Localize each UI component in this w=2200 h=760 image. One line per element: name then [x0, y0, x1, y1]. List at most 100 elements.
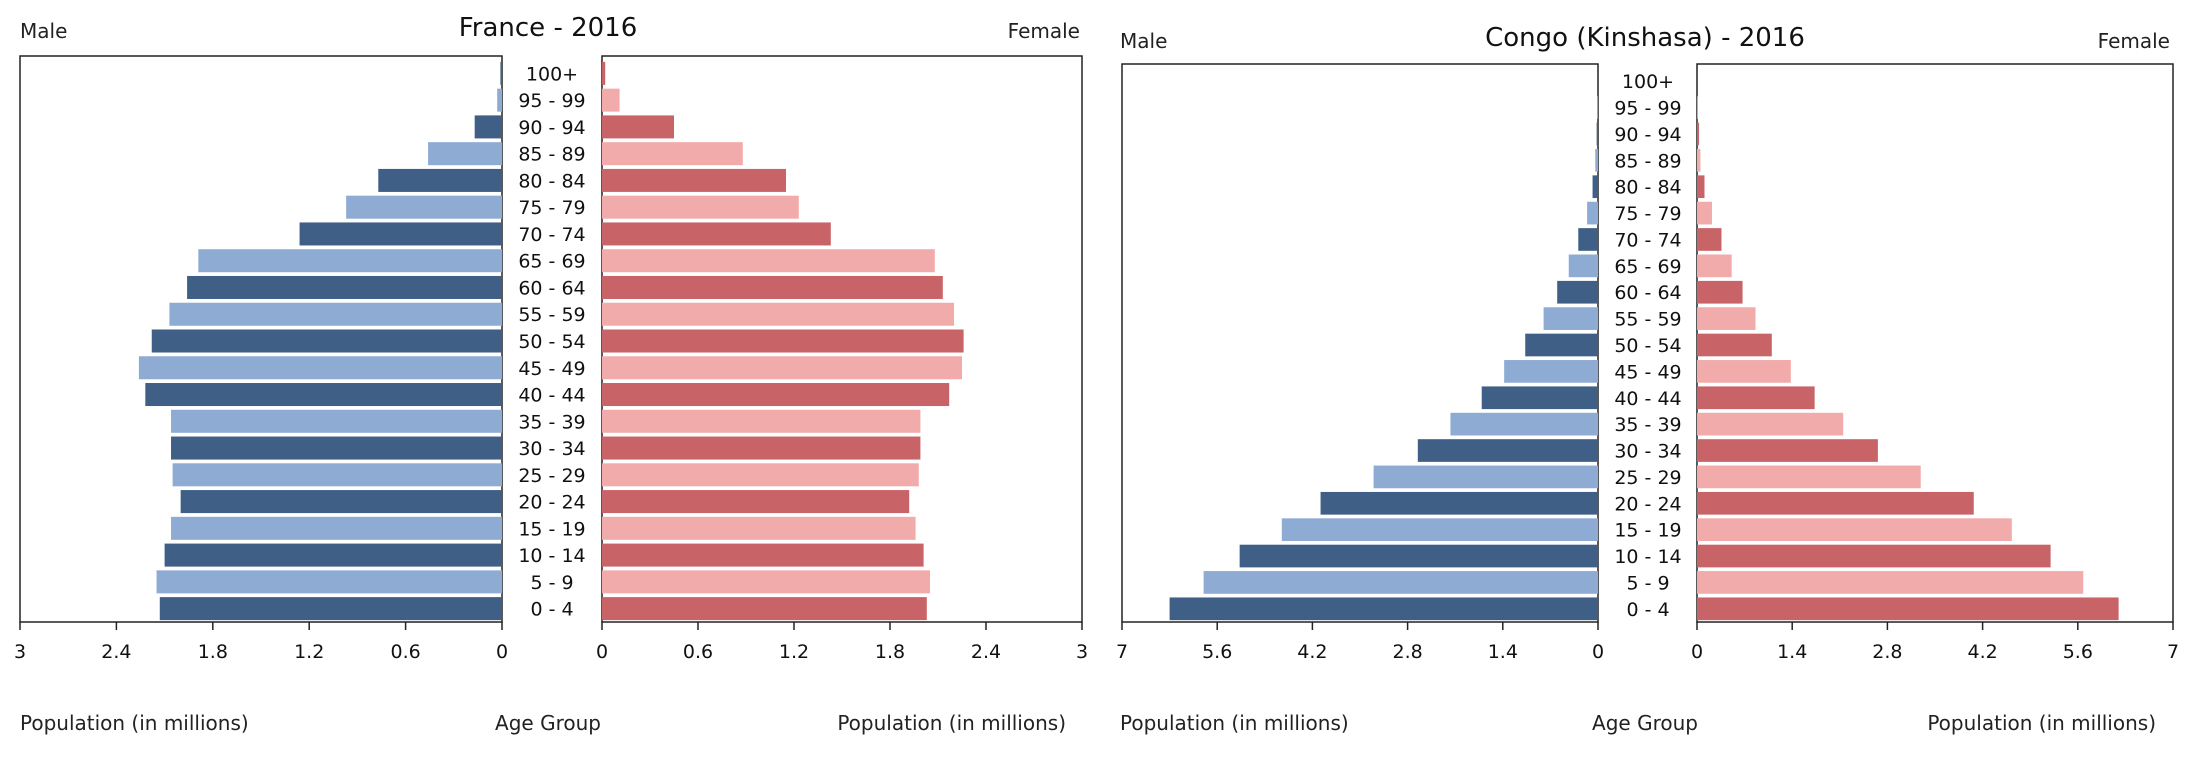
- male-bar: [1504, 360, 1598, 383]
- female-bar: [1697, 439, 1878, 462]
- female-bar: [1697, 412, 1844, 436]
- age-group-label: 15 - 19: [1614, 520, 1681, 542]
- age-group-label: 5 - 9: [1626, 572, 1669, 594]
- male-bar: [346, 195, 502, 219]
- age-group-label: 5 - 9: [530, 572, 573, 594]
- age-group-label: 80 - 84: [518, 170, 585, 192]
- male-bar: [1597, 96, 1598, 119]
- female-bar: [602, 543, 924, 567]
- age-group-label: 40 - 44: [1614, 388, 1681, 410]
- female-bar: [602, 168, 786, 192]
- male-tick-label: 0: [1592, 641, 1604, 663]
- female-tick-label: 3: [1076, 641, 1088, 663]
- female-bar: [1697, 386, 1815, 410]
- female-tick-label: 2.8: [1872, 641, 1902, 663]
- male-tick-label: 1.4: [1488, 641, 1518, 663]
- chart-title: France - 2016: [459, 13, 638, 43]
- male-tick-label: 0: [496, 641, 508, 663]
- female-bar: [602, 302, 954, 326]
- male-bar: [138, 356, 503, 380]
- age-group-label: 85 - 89: [1614, 150, 1681, 172]
- chart-title: Congo (Kinshasa) - 2016: [1485, 23, 1805, 53]
- age-group-label: 10 - 14: [1614, 546, 1681, 568]
- age-group-label: 15 - 19: [518, 518, 585, 540]
- female-bar: [1697, 544, 2051, 568]
- male-tick-label: 3: [14, 641, 26, 663]
- female-bar: [1697, 201, 1712, 225]
- female-bar: [602, 142, 743, 166]
- male-side-label: Male: [20, 19, 67, 43]
- age-group-label: 55 - 59: [1614, 309, 1681, 331]
- age-group-label: 30 - 34: [1614, 441, 1681, 463]
- male-bar: [145, 383, 502, 407]
- age-group-label: 100+: [526, 63, 578, 85]
- male-tick-label: 2.8: [1392, 641, 1422, 663]
- female-tick-label: 1.4: [1777, 641, 1807, 663]
- male-bar: [171, 516, 502, 540]
- female-bar: [1697, 360, 1791, 383]
- male-bar: [500, 61, 502, 85]
- male-bar: [428, 142, 502, 166]
- female-side-label: Female: [2098, 29, 2170, 53]
- male-bar: [180, 490, 502, 514]
- female-bar: [1697, 491, 1974, 515]
- female-bar: [602, 383, 950, 407]
- france-pyramid-panel: France - 2016 Male Female Population (in…: [14, 13, 1088, 735]
- age-group-label: 70 - 74: [1614, 229, 1681, 251]
- male-bar: [151, 329, 502, 353]
- female-bar: [1697, 307, 1756, 330]
- male-tick-label: 0.6: [390, 641, 420, 663]
- male-bar: [1592, 175, 1598, 199]
- male-bar: [1203, 571, 1598, 594]
- female-bar: [1697, 571, 2084, 594]
- male-tick-label: 7: [1116, 641, 1128, 663]
- female-bar: [602, 463, 919, 487]
- female-bar: [602, 61, 606, 85]
- female-bar: [1697, 465, 1921, 489]
- female-bar: [1697, 96, 1698, 119]
- age-group-label: 0 - 4: [1626, 599, 1669, 621]
- female-bar: [1697, 228, 1722, 251]
- age-group-label: 45 - 49: [518, 358, 585, 380]
- male-bar: [1595, 148, 1598, 172]
- male-tick-label: 2.4: [101, 641, 131, 663]
- female-bar: [602, 570, 930, 594]
- female-bar: [1697, 280, 1743, 304]
- female-tick-label: 7: [2167, 641, 2179, 663]
- male-bar: [171, 436, 502, 460]
- age-group-label: 65 - 69: [1614, 256, 1681, 278]
- male-tick-label: 1.2: [294, 641, 324, 663]
- male-bar: [198, 249, 502, 273]
- female-bar: [602, 356, 962, 380]
- male-bar: [378, 168, 502, 192]
- female-bar: [602, 490, 910, 514]
- male-axis-label: Population (in millions): [1120, 711, 1349, 735]
- female-bar: [602, 409, 921, 433]
- male-bar: [1417, 439, 1598, 462]
- female-bar: [602, 436, 921, 460]
- female-tick-label: 0.6: [683, 641, 713, 663]
- male-bar: [1169, 597, 1598, 621]
- male-side-label: Male: [1120, 29, 1167, 53]
- age-group-label: 90 - 94: [1614, 124, 1681, 146]
- male-bar: [1320, 491, 1598, 515]
- male-tick-label: 5.6: [1202, 641, 1232, 663]
- female-axis-label: Population (in millions): [837, 711, 1066, 735]
- age-group-label: 75 - 79: [518, 197, 585, 219]
- male-bar: [1525, 333, 1598, 357]
- female-tick-label: 0: [1691, 641, 1703, 663]
- age-group-label: 50 - 54: [1614, 335, 1681, 357]
- age-group-label: 75 - 79: [1614, 203, 1681, 225]
- male-bar: [1450, 412, 1598, 436]
- male-bar: [1239, 544, 1598, 568]
- female-axis-label: Population (in millions): [1927, 711, 2156, 735]
- male-bar: [1596, 122, 1598, 146]
- female-bar: [602, 222, 831, 246]
- female-bar: [602, 249, 935, 273]
- male-bar: [1481, 386, 1598, 410]
- male-tick-label: 4.2: [1297, 641, 1327, 663]
- male-bar: [1587, 201, 1598, 225]
- male-bar: [172, 463, 502, 487]
- age-group-label: 65 - 69: [518, 251, 585, 273]
- age-group-label: 35 - 39: [518, 411, 585, 433]
